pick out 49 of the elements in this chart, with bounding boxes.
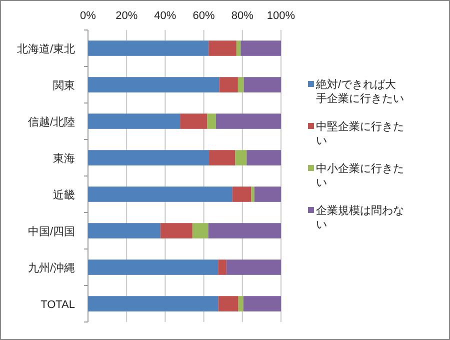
y-tick-label: 中国/四国 xyxy=(28,224,75,238)
x-tick-label: 80% xyxy=(231,10,254,22)
bar xyxy=(240,40,281,56)
legend-label: 中堅企業に行きたい xyxy=(316,120,404,147)
bar xyxy=(208,40,236,56)
bar xyxy=(254,186,281,202)
bar xyxy=(180,114,208,129)
x-tick-label: 40% xyxy=(154,10,176,22)
bar xyxy=(88,77,220,92)
bar xyxy=(218,296,238,312)
bar xyxy=(208,223,281,238)
bar xyxy=(88,114,180,129)
bar xyxy=(88,296,218,312)
x-tick-label: 100% xyxy=(266,10,296,22)
x-tick-label: 20% xyxy=(116,10,138,22)
x-tick-label: 60% xyxy=(192,10,216,22)
bar xyxy=(235,150,247,166)
bar xyxy=(251,186,254,202)
bar xyxy=(216,114,281,129)
bar xyxy=(236,40,241,56)
bar xyxy=(192,223,208,238)
bar xyxy=(88,223,160,238)
bar xyxy=(207,114,216,129)
bar xyxy=(88,40,209,56)
bar xyxy=(238,77,244,92)
bar xyxy=(88,260,218,275)
bar xyxy=(244,77,281,92)
bar xyxy=(246,150,281,166)
bar xyxy=(243,296,281,312)
bar xyxy=(226,260,281,275)
bar xyxy=(209,150,236,166)
y-tick-label: 九州/沖縄 xyxy=(28,261,75,274)
bar xyxy=(238,296,244,312)
bar xyxy=(218,260,226,275)
y-tick-label: 近畿 xyxy=(53,188,75,202)
bar xyxy=(219,77,238,92)
y-tick-label: 北海道/東北 xyxy=(16,42,75,56)
bar xyxy=(88,150,210,166)
bar xyxy=(232,186,252,202)
y-tick-label: 関東 xyxy=(53,78,75,92)
legend-label: 中小企業に行きたい xyxy=(316,162,404,189)
y-tick-label: 信越/北陸 xyxy=(28,115,75,128)
x-tick-label: 0% xyxy=(80,10,96,22)
bar xyxy=(160,223,192,238)
legend-label: 絶対/できれば大手企業に行きたい xyxy=(315,78,404,105)
y-tick-label: TOTAL xyxy=(40,298,75,311)
y-tick-label: 東海 xyxy=(53,152,75,165)
bar xyxy=(88,186,232,202)
legend-label: 企業規模は問わない xyxy=(316,205,404,231)
